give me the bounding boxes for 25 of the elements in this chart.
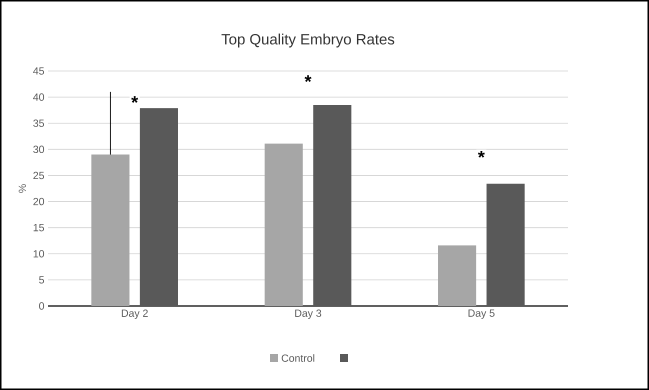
y-tick-label: 20 [33, 198, 44, 206]
y-tick-label: 0 [39, 302, 44, 310]
chart-title: Top Quality Embryo Rates [222, 34, 394, 48]
y-tick-label: 10 [34, 250, 44, 258]
bar [140, 108, 178, 306]
annotation: * [478, 150, 485, 158]
x-tick-label: Day 2 [122, 310, 148, 319]
bar [438, 245, 476, 306]
y-tick-label: 30 [33, 146, 44, 154]
bar [91, 154, 130, 306]
x-tick-label: Day 3 [295, 310, 322, 319]
x-tick-label: Day 5 [468, 310, 495, 319]
y-tick-label: 5 [39, 276, 44, 284]
annotation: * [131, 96, 138, 103]
y-tick-label: 35 [33, 120, 44, 127]
bar [264, 144, 303, 306]
legend-label: Control [282, 354, 314, 362]
bar [486, 184, 525, 306]
y-axis-title: % [18, 184, 26, 193]
annotation: * [304, 75, 312, 82]
y-tick-label: 15 [34, 224, 44, 232]
y-tick-label: 25 [33, 172, 44, 180]
y-tick-label: 45 [33, 67, 44, 75]
bar [313, 104, 352, 306]
y-tick-label: 40 [33, 93, 44, 101]
